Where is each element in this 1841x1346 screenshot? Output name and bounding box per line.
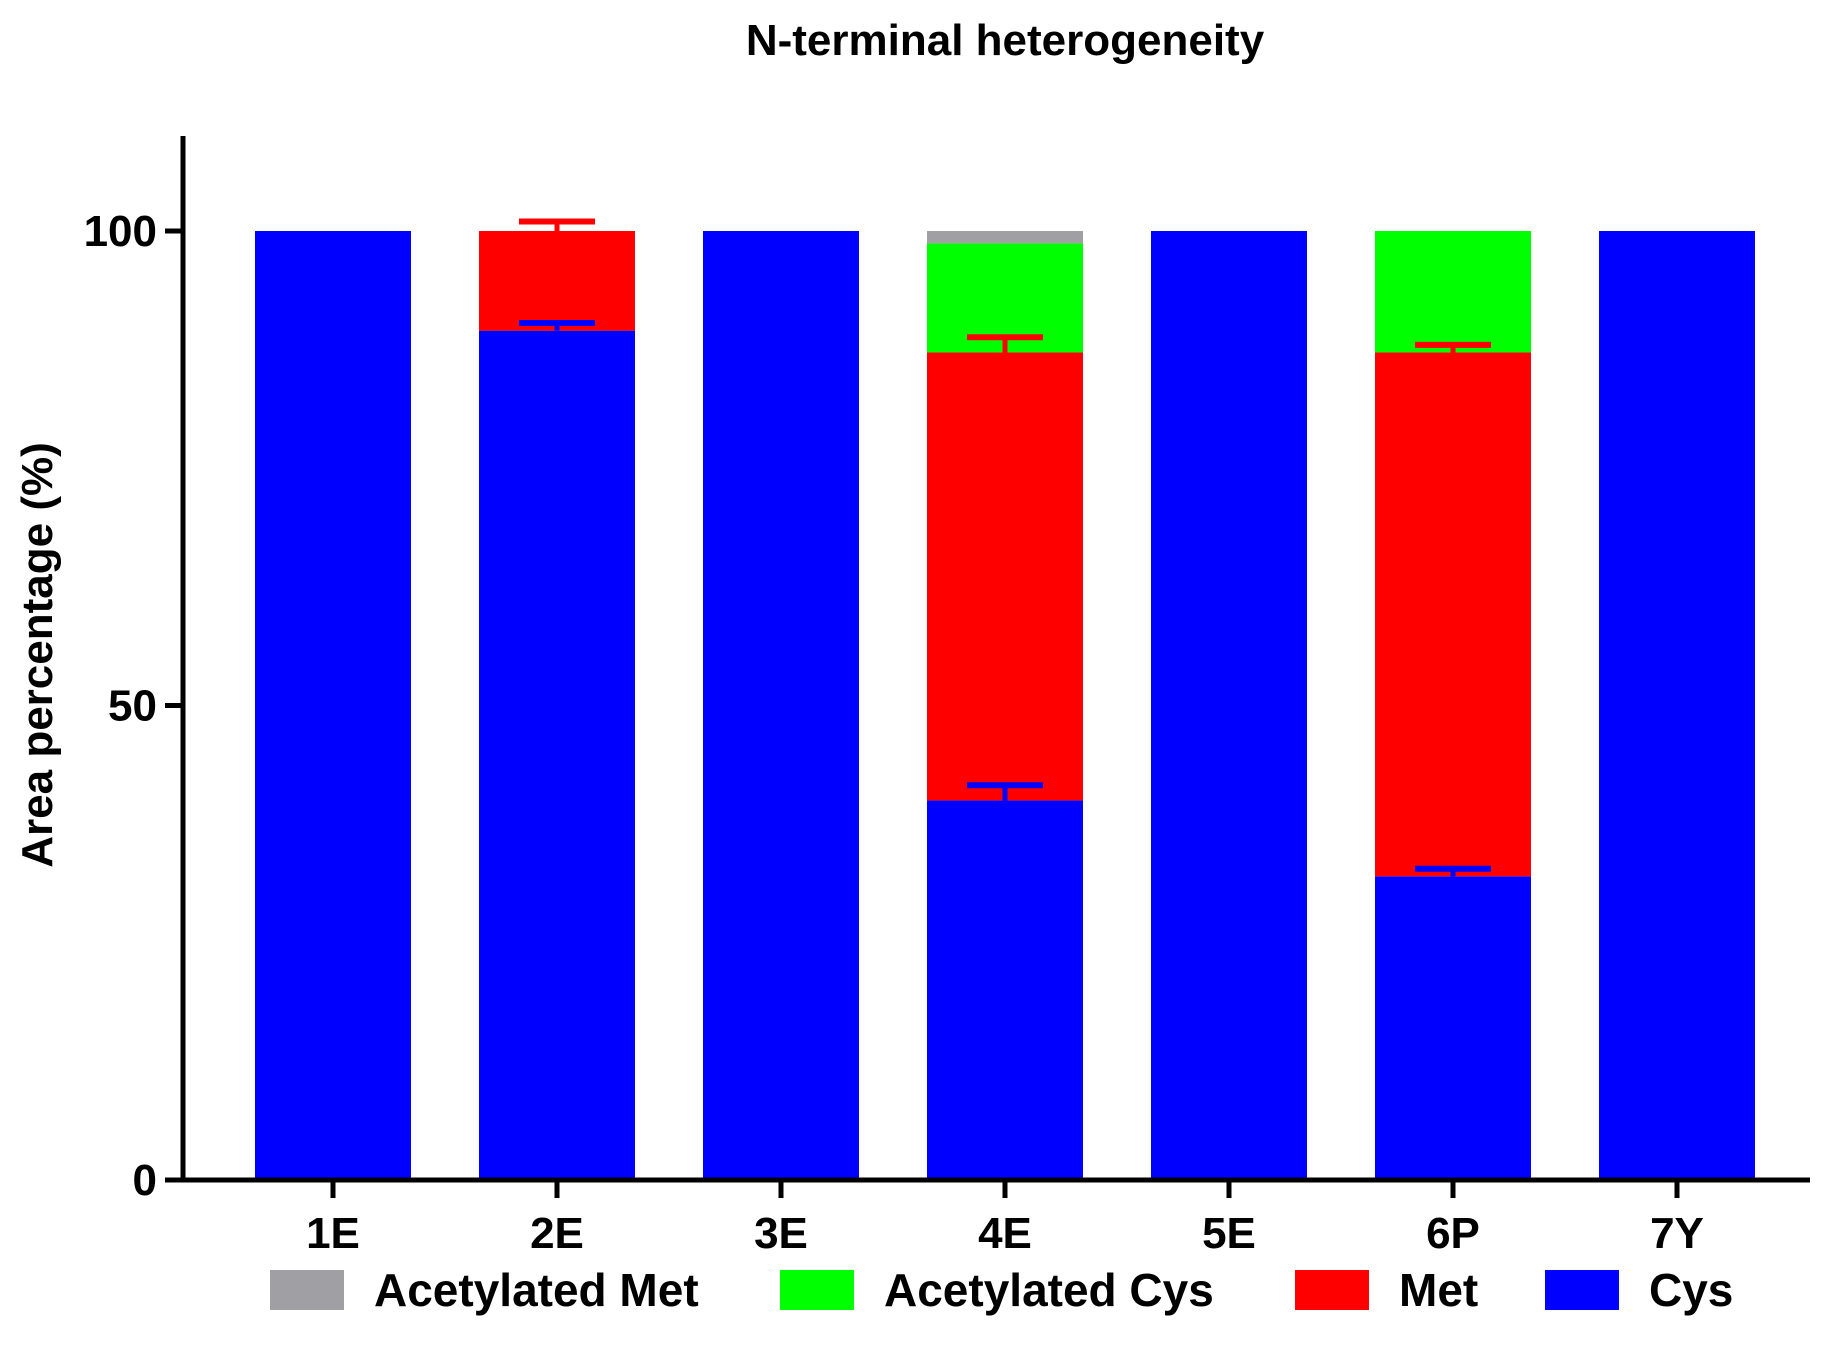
- x-tick-label: 1E: [306, 1209, 360, 1258]
- x-ticks-group: 1E 2E 3E 4E 5E 6P 7Y: [306, 1180, 1704, 1258]
- bar-segment-met: [1375, 352, 1531, 877]
- x-tick-label: 3E: [754, 1209, 808, 1258]
- error-bars-group: [519, 218, 1491, 877]
- bar-segment-cys: [255, 231, 411, 1180]
- bar-segment-met: [927, 352, 1083, 801]
- legend-swatch: [1295, 1270, 1369, 1310]
- legend-label: Met: [1399, 1264, 1478, 1316]
- bar-segment-acetylated-cys: [1375, 231, 1531, 353]
- y-ticks-group: 0 50 100: [84, 207, 183, 1205]
- x-tick-label: 7Y: [1650, 1209, 1704, 1258]
- legend-item: Cys: [1545, 1264, 1733, 1316]
- legend-swatch: [1545, 1270, 1619, 1310]
- bar-segment-cys: [479, 330, 635, 1180]
- legend-label: Acetylated Cys: [884, 1264, 1214, 1316]
- legend-item: Acetylated Met: [270, 1264, 699, 1316]
- bar-segment-cys: [927, 800, 1083, 1180]
- axes-group: [180, 136, 1810, 1183]
- bar-segment-cys: [703, 231, 859, 1180]
- y-tick-label: 100: [84, 207, 157, 256]
- legend-item: Met: [1295, 1264, 1478, 1316]
- bar-segment-cys: [1599, 231, 1755, 1180]
- legend-label: Acetylated Met: [374, 1264, 699, 1316]
- bar-segment-cys: [1151, 231, 1307, 1180]
- x-tick-label: 5E: [1202, 1209, 1256, 1258]
- legend-swatch: [270, 1270, 344, 1310]
- y-tick-label: 0: [133, 1156, 157, 1205]
- chart-title: N-terminal heterogeneity: [746, 16, 1265, 65]
- legend-swatch: [780, 1270, 854, 1310]
- legend: Acetylated Met Acetylated Cys Met Cys: [270, 1264, 1733, 1316]
- bar-segment-acetylated-met: [927, 231, 1083, 244]
- y-axis-title: Area percentage (%): [13, 442, 62, 867]
- legend-label: Cys: [1649, 1264, 1733, 1316]
- x-tick-label: 6P: [1426, 1209, 1480, 1258]
- y-tick-label: 50: [108, 682, 157, 731]
- x-tick-label: 4E: [978, 1209, 1032, 1258]
- bar-segment-cys: [1375, 876, 1531, 1180]
- legend-item: Acetylated Cys: [780, 1264, 1214, 1316]
- bar-segment-met: [479, 231, 635, 331]
- x-tick-label: 2E: [530, 1209, 584, 1258]
- bar-segment-acetylated-cys: [927, 243, 1083, 353]
- bars-group: [255, 231, 1755, 1180]
